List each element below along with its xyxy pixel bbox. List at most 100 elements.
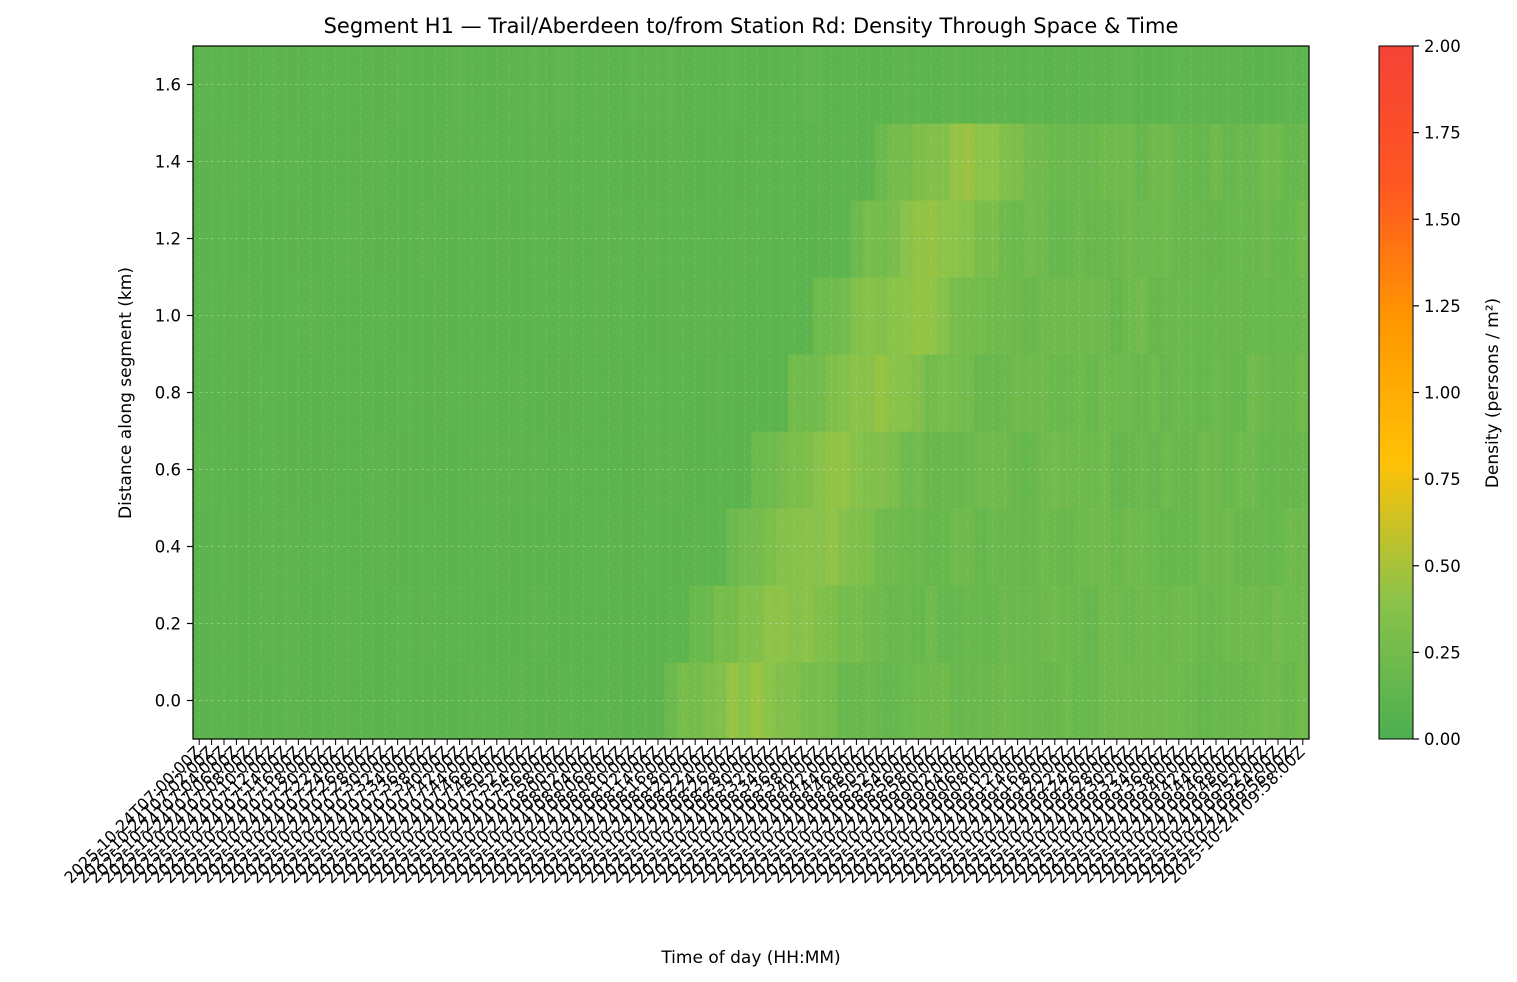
- heatmap-cell: [267, 585, 281, 663]
- heatmap-cell: [949, 46, 963, 124]
- heatmap-cell: [1271, 431, 1285, 509]
- heatmap-cell: [1284, 277, 1298, 355]
- heatmap-cell: [825, 200, 839, 278]
- heatmap-cell: [676, 662, 690, 740]
- heatmap-cell: [999, 508, 1012, 586]
- heatmap-cell: [465, 431, 479, 509]
- heatmap-cell: [391, 662, 405, 740]
- heatmap-cell: [713, 431, 727, 509]
- heatmap-cell: [800, 46, 814, 124]
- heatmap-cell: [205, 508, 219, 586]
- heatmap-cell: [1135, 277, 1149, 355]
- heatmap-cell: [738, 585, 752, 663]
- heatmap-cell: [341, 277, 355, 355]
- heatmap-cell: [763, 662, 777, 740]
- heatmap-cell: [763, 431, 777, 509]
- heatmap-cell: [1147, 431, 1161, 509]
- heatmap-cell: [775, 662, 789, 740]
- colorbar-tick-label: 0.50: [1424, 557, 1461, 576]
- heatmap-cell: [825, 585, 839, 663]
- heatmap-cell: [1197, 200, 1211, 278]
- y-tick-label: 0.4: [155, 538, 181, 557]
- heatmap-cell: [230, 585, 244, 663]
- heatmap-cell: [379, 354, 392, 432]
- heatmap-cell: [689, 354, 702, 432]
- heatmap-cell: [527, 200, 541, 278]
- heatmap-cell: [267, 46, 281, 124]
- heatmap-cell: [317, 585, 330, 663]
- heatmap-cell: [329, 431, 343, 509]
- heatmap-cell: [850, 585, 864, 663]
- heatmap-cell: [862, 200, 876, 278]
- heatmap-cell: [490, 200, 504, 278]
- heatmap-cell: [230, 200, 244, 278]
- heatmap-cell: [1209, 46, 1223, 124]
- heatmap-cell: [837, 354, 851, 432]
- heatmap-cell: [1011, 662, 1025, 740]
- heatmap-cell: [1147, 508, 1161, 586]
- heatmap-cell: [986, 277, 1000, 355]
- heatmap-cell: [899, 123, 913, 201]
- heatmap-cell: [937, 200, 950, 278]
- heatmap-cell: [1222, 46, 1236, 124]
- heatmap-cell: [738, 200, 752, 278]
- heatmap-cell: [279, 354, 293, 432]
- heatmap-cell: [726, 354, 740, 432]
- heatmap-cell: [887, 662, 901, 740]
- heatmap-cell: [1296, 200, 1310, 278]
- heatmap-cell: [627, 354, 640, 432]
- heatmap-cell: [478, 585, 492, 663]
- heatmap-cell: [949, 123, 963, 201]
- heatmap-cell: [292, 123, 306, 201]
- heatmap-cell: [1073, 46, 1087, 124]
- heatmap-cell: [1259, 508, 1273, 586]
- heatmap-cell: [986, 123, 1000, 201]
- heatmap-cell: [1234, 662, 1248, 740]
- heatmap-cell: [974, 662, 988, 740]
- heatmap-cell: [193, 431, 206, 509]
- heatmap-cell: [713, 354, 727, 432]
- heatmap-cell: [540, 277, 554, 355]
- heatmap-cell: [825, 123, 839, 201]
- heatmap-cell: [639, 662, 653, 740]
- heatmap-cell: [416, 508, 430, 586]
- heatmap-cell: [205, 200, 219, 278]
- heatmap-cell: [1073, 585, 1087, 663]
- heatmap-cell: [391, 354, 405, 432]
- heatmap-cell: [1061, 585, 1074, 663]
- heatmap-cell: [899, 508, 913, 586]
- heatmap-cell: [800, 508, 814, 586]
- heatmap-cell: [441, 46, 454, 124]
- heatmap-cell: [1147, 585, 1161, 663]
- heatmap-cell: [1048, 508, 1062, 586]
- heatmap-cell: [304, 662, 318, 740]
- heatmap-cell: [763, 46, 777, 124]
- heatmap-cell: [689, 46, 702, 124]
- heatmap-cell: [813, 508, 826, 586]
- heatmap-cell: [912, 123, 926, 201]
- heatmap-cell: [676, 200, 690, 278]
- heatmap-cell: [255, 123, 268, 201]
- heatmap-cell: [899, 354, 913, 432]
- heatmap-cell: [937, 277, 950, 355]
- heatmap-cell: [1061, 200, 1074, 278]
- heatmap-cell: [1036, 277, 1050, 355]
- heatmap-cell: [788, 46, 802, 124]
- heatmap-cell: [788, 585, 802, 663]
- heatmap-cell: [465, 277, 479, 355]
- heatmap-cell: [1048, 46, 1062, 124]
- heatmap-cell: [701, 123, 715, 201]
- heatmap-cell: [1222, 123, 1236, 201]
- heatmap-cell: [1098, 662, 1112, 740]
- heatmap-cell: [1123, 662, 1136, 740]
- heatmap-cell: [1123, 277, 1136, 355]
- heatmap-cell: [664, 46, 678, 124]
- heatmap-cell: [503, 354, 516, 432]
- heatmap-cell: [279, 123, 293, 201]
- heatmap-cell: [651, 277, 665, 355]
- heatmap-cell: [515, 585, 529, 663]
- heatmap-cell: [317, 431, 330, 509]
- heatmap-cell: [862, 662, 876, 740]
- heatmap-cell: [701, 431, 715, 509]
- heatmap-cell: [738, 277, 752, 355]
